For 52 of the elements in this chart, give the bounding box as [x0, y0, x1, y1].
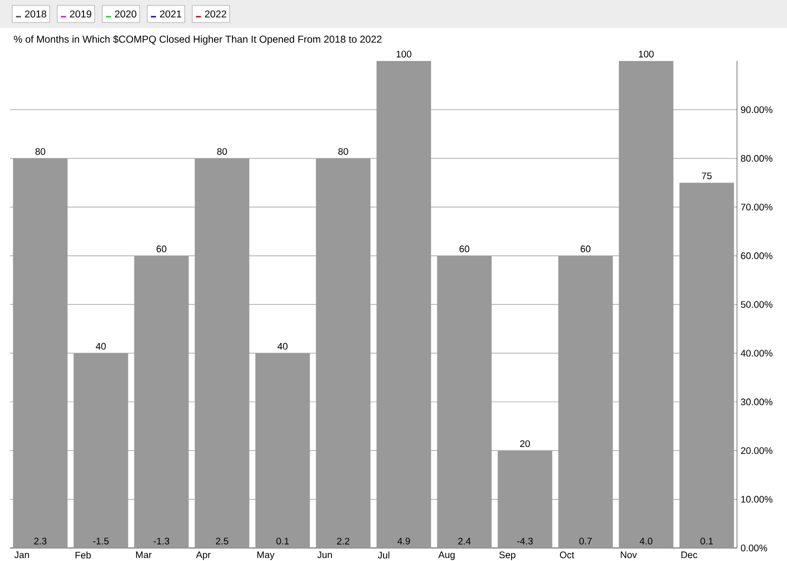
x-tick-label: Aug — [438, 552, 455, 560]
annotation: 4.0 — [640, 538, 652, 544]
y-tick-label: 90.00% — [740, 106, 772, 114]
annotation: 2.3 — [34, 538, 46, 544]
legend-label: 2021 — [160, 10, 182, 18]
annotation: -1.3 — [154, 538, 170, 544]
x-tick-label: Sep — [499, 552, 516, 560]
annotation: 2.5 — [216, 538, 228, 544]
x-tick-label: Nov — [620, 552, 637, 558]
y-tick-label: 70.00% — [741, 204, 772, 210]
legend-label: 2022 — [204, 10, 226, 18]
y-tick-label: 80.00% — [740, 155, 772, 162]
data-label: 40 — [96, 342, 106, 350]
y-tick-label: 10.00% — [741, 496, 772, 503]
annotation: 4.9 — [397, 538, 410, 544]
data-label: 100 — [396, 50, 412, 58]
data-label: 60 — [460, 246, 470, 252]
data-label: 80 — [338, 148, 348, 155]
data-label: 40 — [278, 342, 288, 350]
annotation: 0.7 — [579, 538, 592, 544]
y-tick-label: 50.00% — [740, 301, 772, 308]
data-label: 100 — [638, 50, 654, 58]
x-tick-label: May — [257, 552, 274, 560]
x-tick-label: Dec — [681, 552, 698, 558]
data-label: 75 — [702, 172, 712, 180]
data-label: 80 — [217, 148, 227, 155]
x-tick-label: Jan — [14, 552, 29, 558]
annotation: 0.1 — [276, 538, 289, 544]
data-label: 80 — [35, 148, 46, 155]
x-tick-label: Jun — [317, 552, 332, 558]
data-label: 60 — [580, 246, 590, 252]
x-tick-label: Oct — [560, 552, 574, 558]
y-tick-label: 30.00% — [740, 398, 772, 406]
x-tick-label: Mar — [136, 552, 152, 558]
annotation: 0.1 — [700, 538, 713, 544]
x-tick-label: Apr — [196, 552, 211, 560]
legend-label: 2019 — [70, 10, 92, 18]
legend-label: 2018 — [24, 10, 46, 18]
x-tick-label: Jul — [378, 552, 390, 558]
legend-label: 2020 — [114, 10, 136, 18]
annotation: -4.3 — [517, 538, 533, 544]
data-label: 60 — [156, 246, 166, 252]
y-tick-label: 60.00% — [741, 252, 772, 260]
data-label: 20 — [520, 440, 530, 448]
annotation: 2.4 — [458, 538, 471, 544]
annotation: 2.2 — [337, 538, 350, 544]
y-tick-label: 20.00% — [741, 447, 772, 454]
annotation: -1.5 — [93, 538, 109, 544]
x-tick-label: Feb — [76, 552, 91, 558]
y-tick-label: 40.00% — [740, 350, 772, 357]
chart-title: % of Months in Which $COMPQ Closed Higher Than It Opened From 2018 to 2022 — [14, 35, 382, 45]
y-tick-label: 0.00% — [740, 544, 768, 552]
